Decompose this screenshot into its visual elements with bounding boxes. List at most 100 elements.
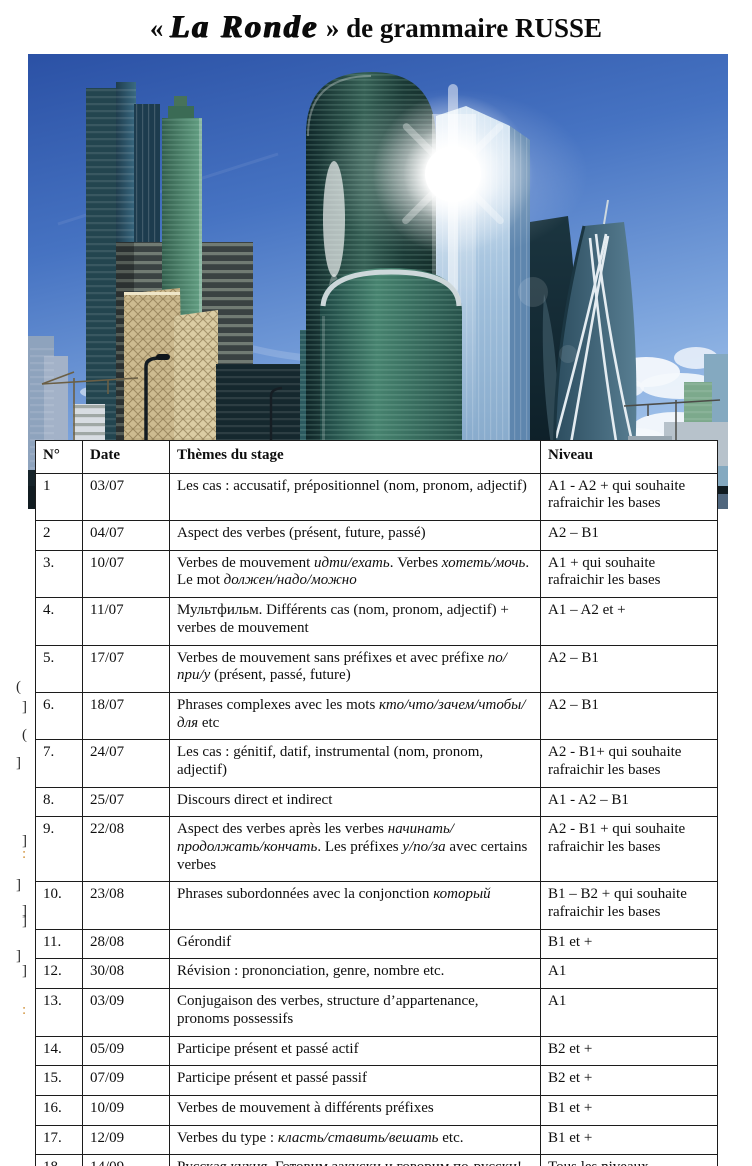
cell-niveau: B1 et + bbox=[540, 1124, 718, 1156]
russian-term: идти/ехать bbox=[314, 554, 390, 571]
russian-term: по/при/у bbox=[177, 649, 507, 684]
cell-num: 5. bbox=[35, 644, 83, 693]
cell-num: 15. bbox=[35, 1065, 83, 1096]
cell-date: 30/08 bbox=[82, 958, 170, 990]
cell-theme: Русская кухня. Готовим закуски и говорим… bbox=[169, 1154, 541, 1166]
cell-theme: Мультфильм. Différents cas (nom, pronom,… bbox=[169, 597, 541, 646]
cell-theme: Phrases subordonnées avec la conjonction… bbox=[169, 881, 541, 930]
table-row: 4. 11/07 Мультфильм. Différents cas (nom, … bbox=[35, 597, 718, 646]
cell-date: 25/07 bbox=[82, 786, 170, 818]
cell-date: 05/09 bbox=[82, 1035, 170, 1067]
margin-fragment-glyph: ] bbox=[16, 877, 21, 893]
table-row: 13. 03/09 Conjugaison des verbes, structur… bbox=[35, 988, 718, 1037]
cell-date: 12/09 bbox=[82, 1124, 170, 1156]
cell-theme: Verbes de mouvement à différents préfixe… bbox=[169, 1094, 541, 1126]
cell-niveau: A2 – B1 bbox=[540, 644, 718, 693]
table-row: 10. 23/08 Phrases subordonnées avec la con… bbox=[35, 881, 718, 930]
cell-num: 18. bbox=[35, 1154, 83, 1166]
russian-term: который bbox=[433, 886, 491, 903]
cell-num: 9. bbox=[35, 816, 83, 883]
title-open-quote: « bbox=[149, 13, 171, 43]
cell-num: 12. bbox=[35, 958, 83, 990]
cell-niveau: A1 - A2 – B1 bbox=[540, 786, 718, 818]
margin-fragment-glyph: ] bbox=[22, 699, 27, 715]
table-row: 12. 30/08 Révision : prononciation, genre,… bbox=[35, 958, 718, 990]
cell-date: 10/09 bbox=[82, 1094, 170, 1126]
cell-theme: Aspect des verbes après les verbes начин… bbox=[169, 816, 541, 883]
table-row: 16. 10/09 Verbes de mouvement à différents… bbox=[35, 1094, 718, 1126]
cell-num: 2 bbox=[35, 520, 83, 551]
table-row: 8. 25/07 Discours direct et indirect A1 - A… bbox=[35, 786, 718, 818]
cell-date: 03/07 bbox=[82, 472, 170, 522]
cell-date: 24/07 bbox=[82, 739, 170, 788]
cell-niveau: A1 - A2 + qui souhaite rafraichir les ba… bbox=[540, 472, 718, 522]
margin-fragment-glyph: ( bbox=[16, 679, 21, 695]
margin-fragment-glyph: ] bbox=[22, 913, 27, 929]
margin-fragment-glyph: : bbox=[22, 846, 27, 862]
table-row: 17. 12/09 Verbes du type : класть/ставить/… bbox=[35, 1124, 718, 1156]
cell-date: 17/07 bbox=[82, 644, 170, 693]
table-body: 1 03/07 Les cas : accusatif, prépositionne… bbox=[35, 472, 718, 1166]
cell-date: 28/08 bbox=[82, 928, 170, 960]
cell-date: 03/09 bbox=[82, 988, 170, 1037]
table-row: 1 03/07 Les cas : accusatif, prépositionne… bbox=[35, 472, 718, 522]
cell-date: 23/08 bbox=[82, 881, 170, 930]
cell-theme: Verbes de mouvement идти/ехать. Verbes х… bbox=[169, 549, 541, 599]
margin-fragment-glyph: ( bbox=[22, 727, 27, 743]
column-header-num: N° bbox=[35, 440, 83, 474]
column-header-niveau: Niveau bbox=[540, 440, 718, 474]
table-row: 11. 28/08 Gérondif B1 et + bbox=[35, 928, 718, 960]
cell-date: 11/07 bbox=[82, 597, 170, 646]
cell-niveau: B2 et + bbox=[540, 1065, 718, 1096]
table-row: 6. 18/07 Phrases complexes avec les mots к… bbox=[35, 691, 718, 741]
cell-num: 10. bbox=[35, 881, 83, 930]
margin-fragment-glyph: ] bbox=[22, 963, 27, 979]
cell-date: 07/09 bbox=[82, 1065, 170, 1096]
cell-num: 14. bbox=[35, 1035, 83, 1067]
schedule-table: N° Date Thèmes du stage Niveau 1 03/07 Les ca… bbox=[35, 440, 718, 1166]
cell-num: 4. bbox=[35, 597, 83, 646]
table-head: N° Date Thèmes du stage Niveau bbox=[35, 440, 718, 474]
cell-theme: Aspect des verbes (présent, future, pass… bbox=[169, 520, 541, 551]
cell-theme: Gérondif bbox=[169, 928, 541, 960]
cell-niveau: A1 – A2 et + bbox=[540, 597, 718, 646]
cell-theme: Les cas : génitif, datif, instrumental (… bbox=[169, 739, 541, 788]
cell-num: 13. bbox=[35, 988, 83, 1037]
cell-niveau: B1 – B2 + qui souhaite rafraichir les ba… bbox=[540, 881, 718, 930]
cell-theme: Verbes de mouvement sans préfixes et ave… bbox=[169, 644, 541, 693]
cell-theme: Révision : prononciation, genre, nombre … bbox=[169, 958, 541, 990]
cell-theme: Participe présent et passé passif bbox=[169, 1065, 541, 1096]
table-row: 18.14/09Русская кухня. Готовим закуски и… bbox=[35, 1154, 718, 1166]
cell-num: 16. bbox=[35, 1094, 83, 1126]
cell-niveau: A1 bbox=[540, 958, 718, 990]
cell-niveau: B2 et + bbox=[540, 1035, 718, 1067]
cell-niveau: A2 - B1 + qui souhaite rafraichir les ba… bbox=[540, 816, 718, 883]
margin-fragment-glyph: ] bbox=[16, 948, 21, 964]
cell-niveau: A1 bbox=[540, 988, 718, 1037]
cell-date: 10/07 bbox=[82, 549, 170, 599]
margin-fragment-glyph: ] bbox=[22, 903, 27, 919]
cell-num: 6. bbox=[35, 691, 83, 741]
cell-num: 1 bbox=[35, 472, 83, 522]
cell-niveau: B1 et + bbox=[540, 1094, 718, 1126]
russian-term: кто/что/зачем/чтобы/для bbox=[177, 696, 526, 731]
table-row: 3. 10/07 Verbes de mouvement идти/ехать. V… bbox=[35, 549, 718, 599]
header-row: N° Date Thèmes du stage Niveau bbox=[35, 440, 718, 474]
table-row: 9. 22/08 Aspect des verbes après les verbe… bbox=[35, 816, 718, 883]
cell-num: 11. bbox=[35, 928, 83, 960]
cell-niveau: A2 – B1 bbox=[540, 691, 718, 741]
cell-theme: Phrases complexes avec les mots кто/что/… bbox=[169, 691, 541, 741]
table-row: 14. 05/09 Participe présent et passé actif… bbox=[35, 1035, 718, 1067]
column-header-theme: Thèmes du stage bbox=[169, 440, 541, 474]
cell-date: 18/07 bbox=[82, 691, 170, 741]
cell-date: 04/07 bbox=[82, 520, 170, 551]
title-rest: » de grammaire RUSSE bbox=[319, 13, 603, 43]
table-row: 5. 17/07 Verbes de mouvement sans préfixes… bbox=[35, 644, 718, 693]
cell-num: 8. bbox=[35, 786, 83, 818]
table-row: 15. 07/09 Participe présent et passé passi… bbox=[35, 1065, 718, 1096]
cell-niveau: A2 - B1+ qui souhaite rafraichir les bas… bbox=[540, 739, 718, 788]
cell-theme: Conjugaison des verbes, structure d’appa… bbox=[169, 988, 541, 1037]
russian-term: у/по/за bbox=[402, 839, 446, 855]
table-row: 2 04/07 Aspect des verbes (présent, future… bbox=[35, 520, 718, 551]
